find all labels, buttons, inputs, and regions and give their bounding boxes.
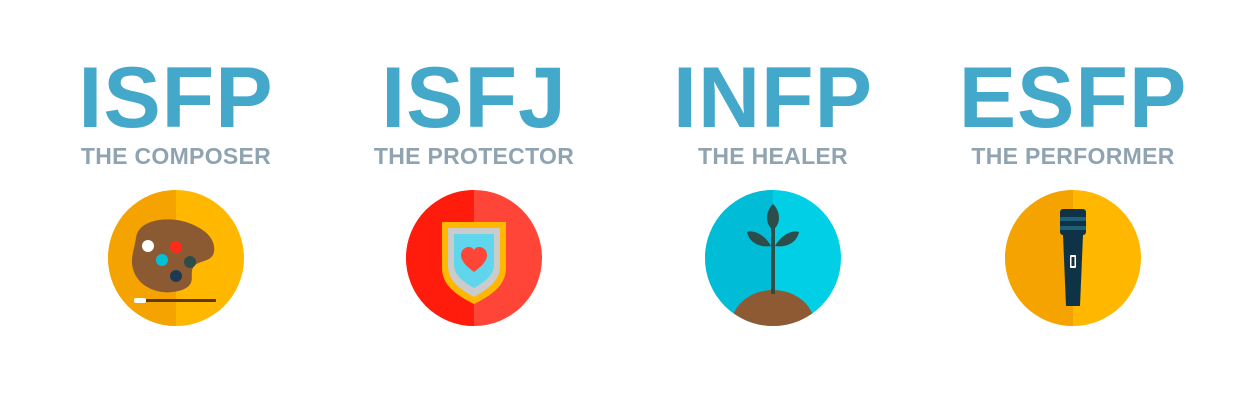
type-card-isfj: ISFJ THE PROTECTOR [324, 50, 624, 326]
type-title: THE PERFORMER [971, 143, 1175, 169]
sprout-icon [705, 190, 841, 326]
type-card-infp: INFP THE HEALER [623, 50, 923, 326]
type-card-esfp: ESFP THE PERFORMER [923, 50, 1223, 326]
type-code: ISFJ [381, 50, 567, 146]
type-code: ESFP [958, 50, 1188, 146]
type-code: INFP [673, 50, 873, 146]
microphone-icon [1005, 190, 1141, 326]
type-code: ISFP [78, 50, 274, 146]
type-title: THE PROTECTOR [373, 143, 575, 169]
type-title: THE HEALER [698, 143, 848, 169]
shield-heart-icon [406, 190, 542, 326]
palette-icon [108, 190, 244, 326]
type-title: THE COMPOSER [80, 143, 272, 169]
type-card-isfp: ISFP THE COMPOSER [26, 50, 326, 326]
